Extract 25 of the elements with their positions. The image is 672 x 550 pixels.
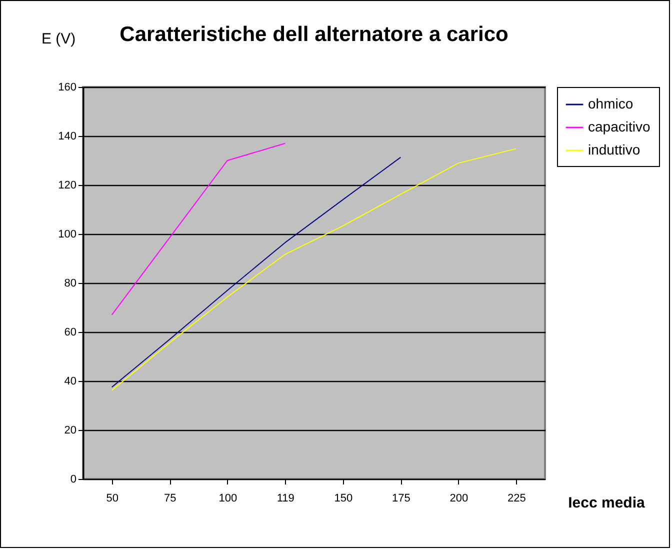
legend-label: ohmico — [588, 96, 634, 112]
y-tick-label: 60 — [64, 326, 76, 338]
x-axis-title: Iecc media — [568, 494, 646, 512]
line-series — [111, 148, 517, 391]
y-axis-title: E (V) — [42, 30, 76, 48]
y-tick-label: 100 — [58, 228, 76, 240]
x-tick-label: 175 — [392, 492, 410, 504]
x-tick-label: 119 — [276, 492, 294, 504]
y-tick-label: 40 — [64, 376, 76, 388]
y-tick-label: 140 — [58, 130, 76, 142]
y-tick-label: 20 — [64, 424, 76, 436]
line-series — [111, 156, 402, 388]
x-tick-label: 200 — [450, 492, 468, 504]
y-tick-label: 0 — [70, 474, 76, 486]
x-tick-label: 75 — [164, 492, 176, 504]
legend-label: induttivo — [588, 142, 640, 158]
chart-title: Caratteristiche dell alternatore a carico — [120, 23, 508, 46]
x-tick-label: 100 — [218, 492, 238, 504]
y-tick-label: 80 — [64, 278, 76, 290]
legend-label: capacitivo — [588, 118, 650, 134]
x-tick-label: 50 — [106, 492, 118, 504]
x-tick-label: 225 — [507, 492, 526, 504]
y-tick-label: 160 — [58, 82, 76, 94]
y-tick-label: 120 — [58, 180, 76, 192]
x-tick-label: 150 — [334, 492, 353, 504]
